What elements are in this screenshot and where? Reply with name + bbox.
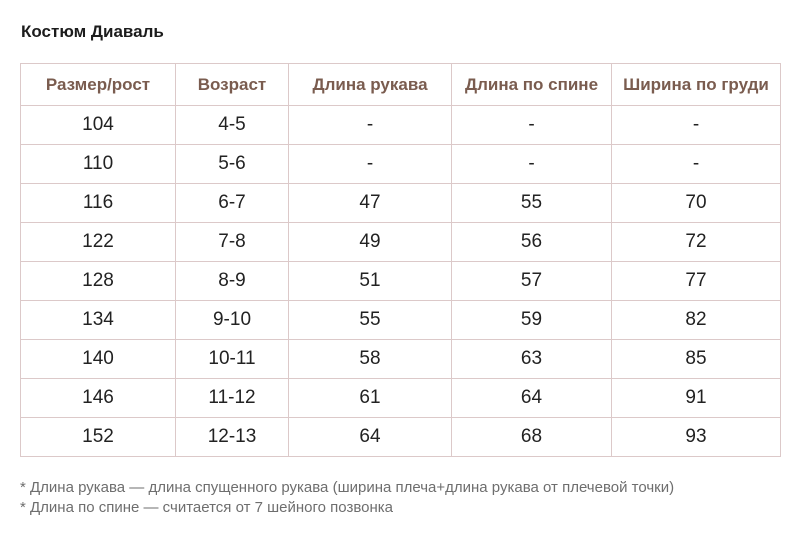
cell-chest: 82 <box>611 300 781 340</box>
cell-sleeve: 64 <box>288 417 452 457</box>
header-sleeve-length: Длина рукава <box>288 63 452 106</box>
cell-sleeve: - <box>288 105 452 145</box>
cell-chest: 91 <box>611 378 781 418</box>
cell-age: 12-13 <box>175 417 289 457</box>
cell-chest: 85 <box>611 339 781 379</box>
cell-back: 68 <box>451 417 612 457</box>
cell-size: 128 <box>20 261 176 301</box>
size-chart-table: Размер/рост Возраст Длина рукава Длина п… <box>20 63 781 457</box>
cell-sleeve: 51 <box>288 261 452 301</box>
cell-back: 63 <box>451 339 612 379</box>
cell-age: 5-6 <box>175 144 289 184</box>
cell-age: 8-9 <box>175 261 289 301</box>
cell-age: 10-11 <box>175 339 289 379</box>
cell-back: - <box>451 144 612 184</box>
cell-back: - <box>451 105 612 145</box>
cell-size: 146 <box>20 378 176 418</box>
footnotes: * Длина рукава — длина спущенного рукава… <box>20 478 790 518</box>
cell-size: 104 <box>20 105 176 145</box>
cell-size: 134 <box>20 300 176 340</box>
table-row: 134 9-10 55 59 82 <box>20 300 781 340</box>
header-size-height: Размер/рост <box>20 63 176 106</box>
cell-age: 9-10 <box>175 300 289 340</box>
table-header-row: Размер/рост Возраст Длина рукава Длина п… <box>20 63 781 106</box>
cell-size: 110 <box>20 144 176 184</box>
table-row: 122 7-8 49 56 72 <box>20 222 781 262</box>
cell-age: 7-8 <box>175 222 289 262</box>
cell-chest: 72 <box>611 222 781 262</box>
cell-back: 57 <box>451 261 612 301</box>
cell-sleeve: 47 <box>288 183 452 223</box>
cell-size: 122 <box>20 222 176 262</box>
cell-size: 140 <box>20 339 176 379</box>
cell-size: 152 <box>20 417 176 457</box>
cell-chest: - <box>611 105 781 145</box>
footnote-back-length: * Длина по спине — считается от 7 шейног… <box>20 499 394 516</box>
header-age: Возраст <box>175 63 289 106</box>
table-row: 152 12-13 64 68 93 <box>20 417 781 457</box>
cell-back: 56 <box>451 222 612 262</box>
cell-sleeve: - <box>288 144 452 184</box>
cell-chest: 70 <box>611 183 781 223</box>
cell-age: 11-12 <box>175 378 289 418</box>
table-row: 140 10-11 58 63 85 <box>20 339 781 379</box>
table-row: 128 8-9 51 57 77 <box>20 261 781 301</box>
table-row: 110 5-6 - - - <box>20 144 781 184</box>
page-title: Костюм Диаваль <box>21 22 164 41</box>
cell-age: 4-5 <box>175 105 289 145</box>
header-back-length: Длина по спине <box>451 63 612 106</box>
footnote-sleeve-length: * Длина рукава — длина спущенного рукава… <box>20 479 675 496</box>
cell-back: 64 <box>451 378 612 418</box>
cell-sleeve: 58 <box>288 339 452 379</box>
cell-back: 59 <box>451 300 612 340</box>
header-chest-width: Ширина по груди <box>611 63 781 106</box>
cell-sleeve: 55 <box>288 300 452 340</box>
cell-size: 116 <box>20 183 176 223</box>
cell-chest: 77 <box>611 261 781 301</box>
cell-sleeve: 61 <box>288 378 452 418</box>
table-row: 146 11-12 61 64 91 <box>20 378 781 418</box>
table-row: 116 6-7 47 55 70 <box>20 183 781 223</box>
cell-chest: 93 <box>611 417 781 457</box>
cell-chest: - <box>611 144 781 184</box>
cell-sleeve: 49 <box>288 222 452 262</box>
cell-age: 6-7 <box>175 183 289 223</box>
cell-back: 55 <box>451 183 612 223</box>
table-row: 104 4-5 - - - <box>20 105 781 145</box>
